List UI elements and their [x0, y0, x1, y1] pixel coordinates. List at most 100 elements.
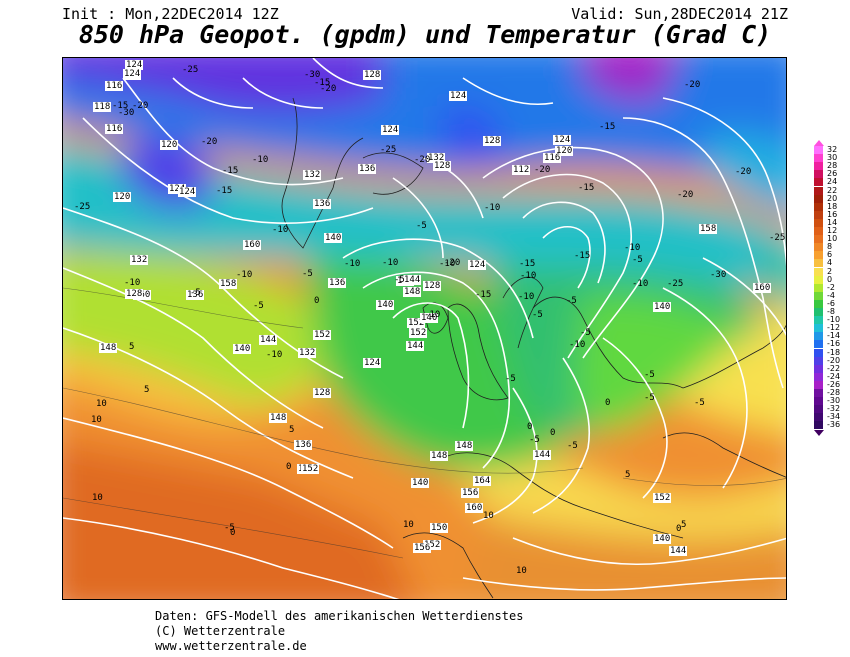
legend-value: 6 [827, 250, 833, 260]
isotherm-label: -10 [424, 310, 441, 320]
isotherm-label: -20 [684, 80, 701, 90]
legend-entry: -28 [811, 389, 849, 397]
legend-swatch [814, 356, 823, 365]
legend-value: 8 [827, 242, 833, 252]
isobar-label: 148 [269, 413, 288, 423]
isotherm-label: 0 [550, 428, 556, 438]
isotherm-label: -5 [190, 288, 201, 298]
legend-entry: -36 [811, 421, 849, 430]
isotherm-label: 0 [230, 528, 236, 538]
isobar-label: 116 [543, 153, 562, 163]
isobar-label: 144 [533, 450, 552, 460]
isotherm-label: 5 [129, 342, 135, 352]
legend-value: 24 [827, 177, 838, 187]
isotherm-label: -25 [182, 65, 199, 75]
isobar-label: 124 [168, 184, 187, 194]
isotherm-label: -5 [567, 441, 578, 451]
legend-entry: 2 [811, 267, 849, 276]
isobar-label: 144 [403, 275, 422, 285]
isobar-label: 116 [105, 81, 124, 91]
legend-entry: 6 [811, 250, 849, 260]
legend-swatch [814, 178, 823, 187]
legend-swatch [814, 299, 823, 308]
isotherm-label: -5 [644, 393, 655, 403]
isobar-label: 124 [125, 60, 144, 70]
isotherm-label: -20 [534, 165, 551, 175]
legend-swatch [814, 210, 823, 219]
isobar-label: 140 [653, 534, 672, 544]
isotherm-label: -5 [416, 221, 427, 231]
legend-value: -30 [827, 396, 841, 406]
isotherm-label: 10 [96, 399, 107, 409]
isotherm-label: 10 [403, 520, 414, 530]
legend-entry: -32 [811, 404, 849, 414]
legend-value: -26 [827, 379, 841, 389]
legend-entry: -2 [811, 282, 849, 292]
isotherm-label: 10 [483, 511, 494, 521]
legend-swatch [814, 146, 823, 154]
isotherm-label: 0 [286, 462, 292, 472]
isotherm-label: 0 [676, 524, 682, 534]
isotherm-label: 0 [605, 398, 611, 408]
isobar-label: 152 [423, 540, 442, 550]
isotherm-label: -15 [222, 166, 239, 176]
isobar-label: 150 [430, 523, 449, 533]
legend-swatch [814, 405, 823, 414]
legend-entry: 30 [811, 154, 849, 163]
isobar-label: 148 [430, 451, 449, 461]
isobar-label: 144 [669, 546, 688, 556]
isobar-label: 136 [328, 278, 347, 288]
isobar-label: 148 [403, 287, 422, 297]
legend-arrow-top [814, 140, 824, 146]
legend-entry: -20 [811, 356, 849, 365]
isotherm-label: 5 [289, 425, 295, 435]
legend-entry: 32 [811, 146, 849, 154]
legend-entry: -22 [811, 363, 849, 373]
legend-swatch [814, 235, 823, 244]
isotherm-label: -20 [201, 137, 218, 147]
isotherm-label: -25 [667, 279, 684, 289]
legend-entry: -24 [811, 371, 849, 381]
isobar-label: 136 [186, 290, 205, 300]
legend-value: -32 [827, 404, 841, 414]
isotherm-label: 10 [91, 415, 102, 425]
temperature-field [63, 58, 786, 599]
legend-value: -8 [827, 307, 835, 316]
legend-value: -4 [827, 290, 835, 300]
isotherm-label: -20 [677, 190, 694, 200]
legend-entry: 20 [811, 193, 849, 203]
footer-url[interactable]: www.wetterzentrale.de [155, 639, 307, 653]
isotherm-label: -10 [124, 278, 141, 288]
isotherm-label: -10 [632, 279, 649, 289]
footer-copyright: (C) Wetterzentrale [155, 624, 286, 638]
legend-value: -34 [827, 412, 841, 422]
legend-value: -24 [827, 371, 841, 381]
legend-entry: -30 [811, 396, 849, 406]
isotherm-label: 5 [625, 470, 631, 480]
isotherm-label: -15 [112, 101, 129, 111]
isobar-label: 132 [427, 153, 446, 163]
legend-swatch [814, 259, 823, 268]
isobar-label: 124 [449, 91, 468, 101]
legend-swatch [814, 389, 823, 397]
legend-swatch [814, 251, 823, 260]
legend-entry: -16 [811, 340, 849, 349]
legend-swatch [814, 267, 823, 276]
isotherm-label: 5 [144, 385, 150, 395]
isotherm-label: -15 [314, 78, 331, 88]
isobar-label: 144 [259, 335, 278, 345]
legend-value: -2 [827, 282, 835, 292]
isobar-label: 152 [301, 464, 320, 474]
legend-swatch [814, 364, 823, 373]
legend-swatch [814, 243, 823, 252]
isotherm-label: -20 [320, 84, 337, 94]
isotherm-label: -5 [505, 374, 516, 384]
isobar-label: 120 [113, 192, 132, 202]
legend-value: -22 [827, 363, 841, 373]
legend-swatch [814, 380, 823, 389]
legend-value: 20 [827, 193, 838, 203]
isobar-label: 158 [219, 279, 238, 289]
isobar-label: 128 [423, 281, 442, 291]
footer-data-source: Daten: GFS-Modell des amerikanischen Wet… [155, 609, 524, 623]
isobar-label: 160 [465, 503, 484, 513]
